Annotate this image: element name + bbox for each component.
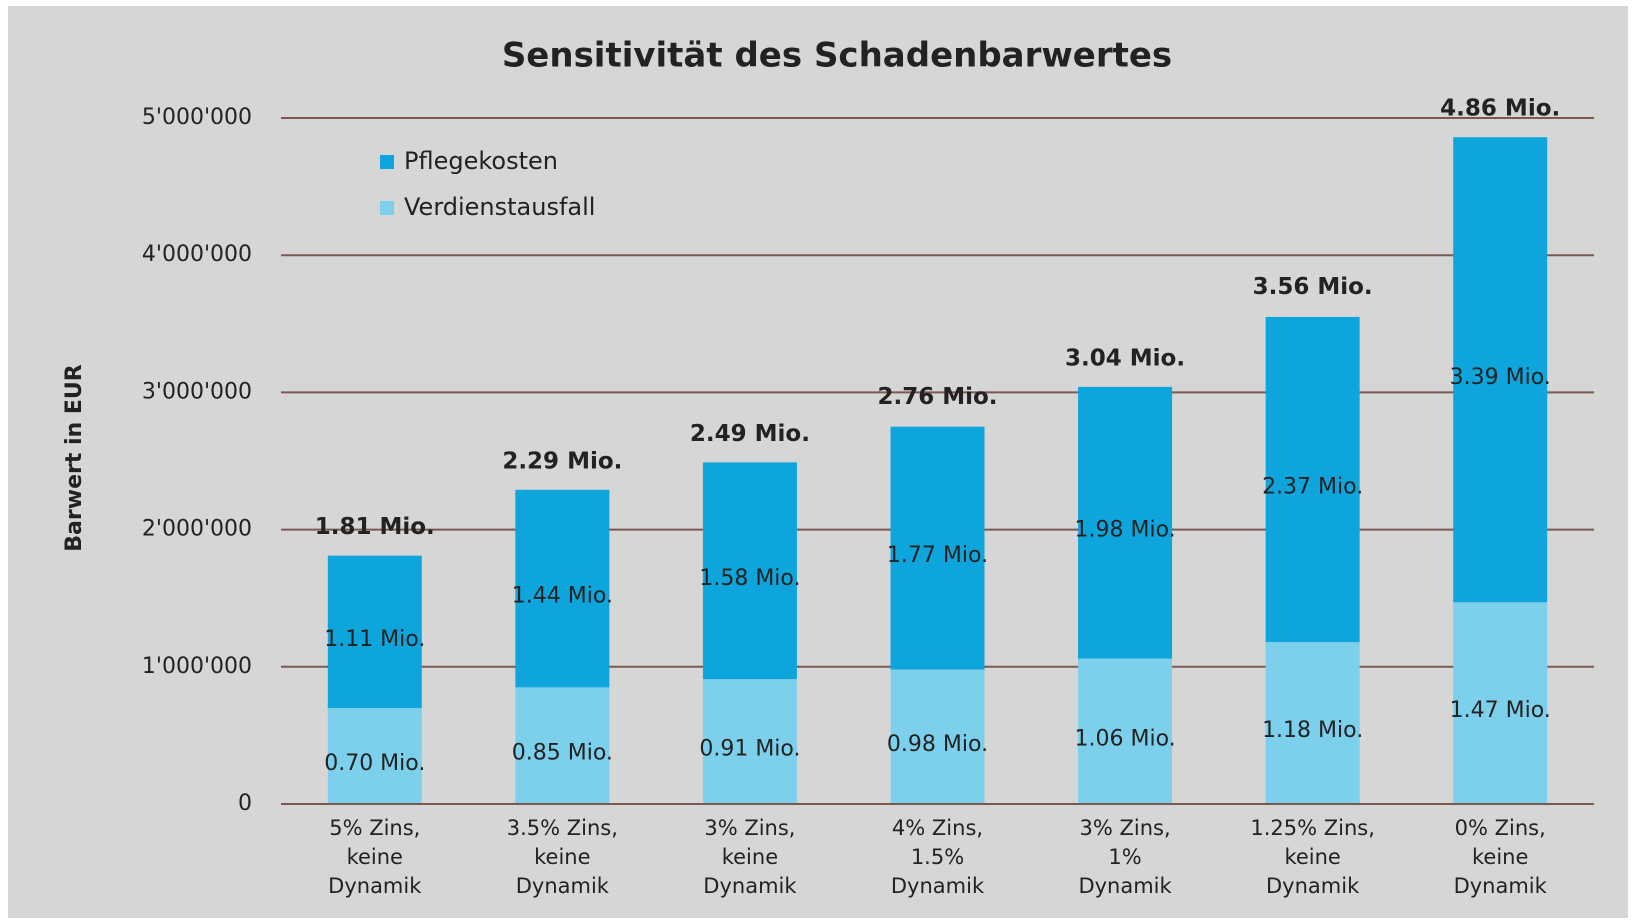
segment-label: 0.98 Mio. [887, 732, 988, 757]
total-label: 3.56 Mio. [1253, 274, 1373, 300]
segment-label: 2.37 Mio. [1262, 475, 1363, 500]
bar-segment [1453, 602, 1548, 804]
legend-label: Pflegekosten [404, 147, 558, 175]
bar-segment [890, 669, 985, 804]
segment-label: 1.44 Mio. [512, 584, 613, 609]
segment-label: 1.11 Mio. [324, 627, 425, 652]
x-tick-label: 5% Zins, keine Dynamik [328, 816, 422, 898]
bar-segment [1078, 386, 1173, 659]
x-tick-label: 0% Zins, keine Dynamik [1453, 816, 1547, 898]
legend-swatch [380, 201, 394, 215]
y-tick-label: 5'000'000 [142, 105, 252, 130]
segment-label: 1.98 Mio. [1075, 518, 1176, 543]
x-tick-label: 3.5% Zins, keine Dynamik [506, 816, 618, 898]
segment-label: 1.58 Mio. [699, 566, 800, 591]
legend-label: Verdienstausfall [404, 193, 595, 221]
chart-background [8, 6, 1628, 918]
y-tick-label: 2'000'000 [142, 517, 252, 542]
bar-segment [890, 426, 985, 670]
bar-segment [515, 687, 610, 804]
y-tick-label: 4'000'000 [142, 242, 252, 267]
segment-label: 1.77 Mio. [887, 543, 988, 568]
y-tick-label: 0 [238, 791, 252, 816]
y-tick-label: 3'000'000 [142, 379, 252, 404]
x-tick-label: 3% Zins, 1% Dynamik [1078, 816, 1172, 898]
chart-title: Sensitivität des Schadenbarwertes [502, 36, 1172, 76]
segment-label: 3.39 Mio. [1450, 365, 1551, 390]
bar-segment [702, 462, 797, 680]
total-label: 2.76 Mio. [877, 384, 997, 410]
legend-swatch [380, 155, 394, 169]
y-tick-label: 1'000'000 [142, 654, 252, 679]
bar-segment [1265, 642, 1360, 804]
bar-segment [1265, 316, 1360, 643]
bar-segment [515, 489, 610, 688]
segment-label: 1.06 Mio. [1075, 726, 1176, 751]
x-tick-label: 1.25% Zins, keine Dynamik [1250, 816, 1375, 898]
segment-label: 0.70 Mio. [324, 751, 425, 776]
segment-label: 0.85 Mio. [512, 741, 613, 766]
segment-label: 1.18 Mio. [1262, 718, 1363, 743]
bar-segment [1078, 658, 1173, 804]
total-label: 4.86 Mio. [1440, 96, 1560, 122]
total-label: 2.49 Mio. [690, 421, 810, 447]
total-label: 2.29 Mio. [502, 448, 622, 474]
segment-label: 0.91 Mio. [699, 737, 800, 762]
segment-label: 1.47 Mio. [1450, 698, 1551, 723]
total-label: 1.81 Mio. [315, 514, 435, 540]
y-axis-label: Barwert in EUR [62, 364, 87, 551]
bar-segment [1453, 137, 1548, 603]
bar-segment [327, 707, 422, 804]
bar-segment [327, 555, 422, 708]
x-tick-label: 4% Zins, 1.5% Dynamik [890, 816, 985, 898]
bar-segment [702, 679, 797, 804]
x-tick-label: 3% Zins, keine Dynamik [703, 816, 797, 898]
total-label: 3.04 Mio. [1065, 345, 1185, 371]
